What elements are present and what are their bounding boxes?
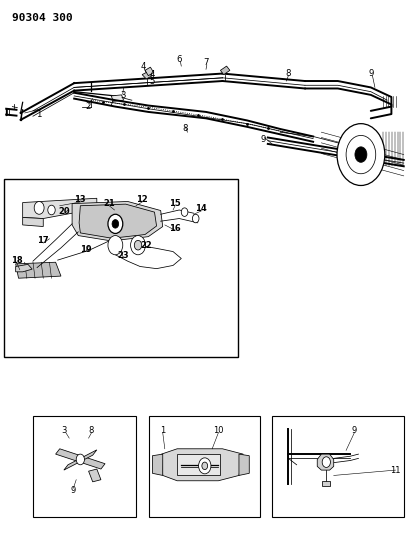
Text: 9: 9 <box>261 135 267 144</box>
Text: 21: 21 <box>103 199 115 208</box>
Circle shape <box>199 458 211 474</box>
Polygon shape <box>322 481 330 486</box>
FancyBboxPatch shape <box>33 416 136 517</box>
Circle shape <box>76 454 84 465</box>
Polygon shape <box>239 454 249 475</box>
Text: 22: 22 <box>140 241 152 249</box>
Circle shape <box>34 201 44 214</box>
Text: 14: 14 <box>195 205 207 213</box>
Text: 10: 10 <box>213 426 224 435</box>
Text: 1: 1 <box>36 110 42 119</box>
Text: 1: 1 <box>160 426 165 435</box>
Text: 90304 300: 90304 300 <box>12 13 73 23</box>
Text: 23: 23 <box>118 252 129 260</box>
FancyBboxPatch shape <box>272 416 404 517</box>
Text: 8: 8 <box>286 69 291 78</box>
Text: 5: 5 <box>150 77 155 85</box>
Text: 12: 12 <box>136 196 148 204</box>
Text: 17: 17 <box>37 237 49 245</box>
Text: 11: 11 <box>390 466 401 474</box>
Circle shape <box>112 220 119 228</box>
Polygon shape <box>56 449 105 469</box>
Polygon shape <box>16 262 61 278</box>
Text: 9: 9 <box>368 69 374 78</box>
Circle shape <box>134 240 142 250</box>
Polygon shape <box>142 71 152 79</box>
Text: 4: 4 <box>150 70 155 79</box>
Polygon shape <box>16 264 32 272</box>
Polygon shape <box>72 201 163 241</box>
Text: 3: 3 <box>120 92 126 100</box>
Text: 16: 16 <box>169 224 181 232</box>
Polygon shape <box>23 198 97 219</box>
Text: 20: 20 <box>58 207 70 216</box>
Circle shape <box>322 457 330 467</box>
Text: 9: 9 <box>352 426 357 435</box>
Text: 7: 7 <box>108 99 114 108</box>
Text: 8: 8 <box>88 426 94 435</box>
Text: 4: 4 <box>140 62 146 71</box>
Polygon shape <box>145 67 154 76</box>
Polygon shape <box>23 217 43 227</box>
Circle shape <box>181 208 188 216</box>
Text: 7: 7 <box>203 59 209 67</box>
Polygon shape <box>79 204 157 238</box>
Circle shape <box>131 236 145 255</box>
Text: 2: 2 <box>86 102 91 111</box>
Text: 18: 18 <box>11 256 22 264</box>
Polygon shape <box>152 454 163 475</box>
Circle shape <box>108 236 123 255</box>
Polygon shape <box>177 454 220 475</box>
Circle shape <box>337 124 385 185</box>
Circle shape <box>346 135 376 174</box>
Text: 3: 3 <box>61 426 67 435</box>
Circle shape <box>108 214 123 233</box>
Text: 9: 9 <box>71 486 76 495</box>
Circle shape <box>192 214 199 223</box>
Polygon shape <box>111 95 124 101</box>
Text: 6: 6 <box>176 55 182 64</box>
Circle shape <box>355 147 367 162</box>
Polygon shape <box>220 66 230 75</box>
Text: 8: 8 <box>183 125 188 133</box>
FancyBboxPatch shape <box>149 416 260 517</box>
Circle shape <box>48 205 55 215</box>
Polygon shape <box>64 450 97 470</box>
Polygon shape <box>89 469 101 482</box>
FancyBboxPatch shape <box>4 179 238 357</box>
Text: 13: 13 <box>75 196 86 204</box>
Circle shape <box>202 462 208 470</box>
Text: 15: 15 <box>169 199 181 208</box>
Polygon shape <box>162 449 243 481</box>
Text: 19: 19 <box>80 245 91 254</box>
Polygon shape <box>317 454 334 470</box>
